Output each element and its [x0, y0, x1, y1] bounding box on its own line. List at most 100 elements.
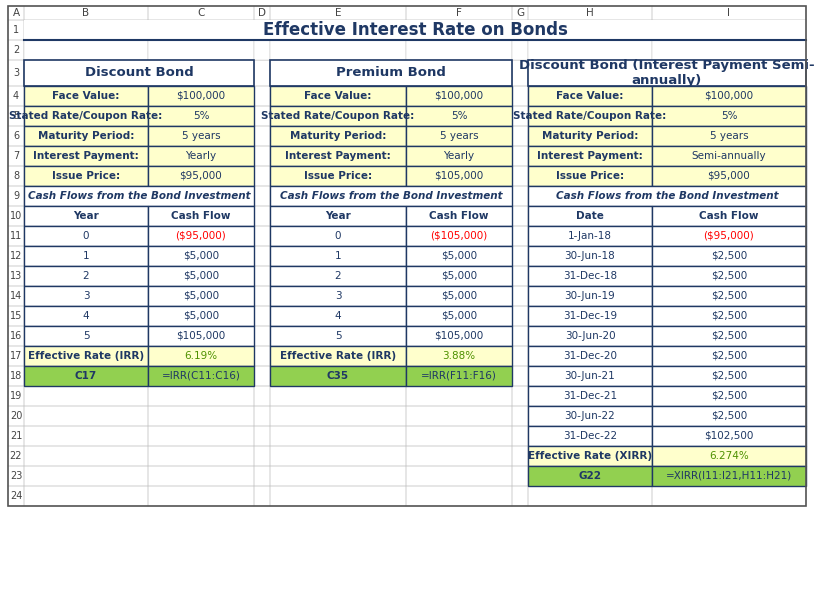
Text: 5 years: 5 years: [710, 131, 748, 141]
Bar: [652, 206, 806, 226]
Bar: [512, 386, 528, 406]
Bar: [512, 206, 528, 226]
Text: Date: Date: [576, 211, 604, 221]
Text: Effective Rate (XIRR): Effective Rate (XIRR): [528, 451, 652, 461]
Text: $95,000: $95,000: [707, 171, 751, 181]
Text: Stated Rate/Coupon Rate:: Stated Rate/Coupon Rate:: [513, 111, 667, 121]
Bar: [8, 6, 24, 20]
Text: Effective Interest Rate on Bonds: Effective Interest Rate on Bonds: [262, 21, 567, 39]
Bar: [148, 60, 254, 86]
Bar: [270, 86, 406, 106]
Bar: [254, 206, 270, 226]
Bar: [512, 346, 528, 366]
Bar: [24, 86, 148, 106]
Bar: [148, 466, 254, 486]
Bar: [24, 366, 148, 386]
Bar: [254, 266, 270, 286]
Bar: [512, 466, 528, 486]
Text: Issue Price:: Issue Price:: [304, 171, 372, 181]
Bar: [652, 306, 806, 326]
Bar: [24, 306, 148, 326]
Bar: [254, 166, 270, 186]
Text: Discount Bond (Interest Payment Semi-
annually): Discount Bond (Interest Payment Semi- an…: [519, 59, 815, 87]
Bar: [24, 186, 254, 206]
Text: Discount Bond: Discount Bond: [85, 66, 193, 80]
Bar: [528, 226, 652, 246]
Bar: [148, 286, 254, 306]
Text: D: D: [258, 8, 266, 18]
Bar: [528, 386, 652, 406]
Text: $5,000: $5,000: [441, 291, 477, 301]
Bar: [8, 86, 24, 106]
Bar: [148, 246, 254, 266]
Bar: [406, 206, 512, 226]
Bar: [254, 20, 270, 40]
Bar: [24, 40, 148, 60]
Bar: [254, 326, 270, 346]
Bar: [528, 206, 652, 226]
Bar: [8, 60, 24, 86]
Bar: [512, 446, 528, 466]
Bar: [24, 306, 148, 326]
Bar: [270, 366, 406, 386]
Bar: [8, 146, 24, 166]
Text: 31-Dec-20: 31-Dec-20: [563, 351, 617, 361]
Text: $2,500: $2,500: [711, 351, 747, 361]
Bar: [652, 406, 806, 426]
Text: 11: 11: [10, 231, 22, 241]
Text: 13: 13: [10, 271, 22, 281]
Text: 4: 4: [335, 311, 341, 321]
Bar: [8, 6, 806, 20]
Bar: [8, 6, 24, 506]
Text: 30-Jun-22: 30-Jun-22: [565, 411, 615, 421]
Text: $105,000: $105,000: [434, 331, 483, 341]
Bar: [512, 166, 528, 186]
Bar: [652, 326, 806, 346]
Bar: [24, 20, 148, 40]
Bar: [270, 246, 406, 266]
Text: Yearly: Yearly: [186, 151, 217, 161]
Text: $5,000: $5,000: [183, 251, 219, 261]
Bar: [652, 466, 806, 486]
Bar: [8, 206, 24, 226]
Bar: [528, 146, 652, 166]
Bar: [512, 106, 528, 126]
Bar: [24, 346, 148, 366]
Bar: [652, 346, 806, 366]
Text: $100,000: $100,000: [434, 91, 483, 101]
Bar: [24, 326, 148, 346]
Bar: [406, 246, 512, 266]
Text: Effective Rate (IRR): Effective Rate (IRR): [28, 351, 144, 361]
Bar: [652, 40, 806, 60]
Bar: [512, 186, 528, 206]
Bar: [270, 186, 406, 206]
Text: 3.88%: 3.88%: [443, 351, 476, 361]
Text: Premium Bond: Premium Bond: [336, 66, 446, 80]
Text: Interest Payment:: Interest Payment:: [33, 151, 139, 161]
Text: 8: 8: [13, 171, 19, 181]
Bar: [406, 6, 512, 20]
Bar: [8, 126, 24, 146]
Bar: [148, 326, 254, 346]
Text: Maturity Period:: Maturity Period:: [542, 131, 638, 141]
Text: Maturity Period:: Maturity Period:: [290, 131, 386, 141]
Bar: [148, 366, 254, 386]
Bar: [528, 466, 652, 486]
Text: H: H: [586, 8, 594, 18]
Bar: [148, 366, 254, 386]
Bar: [24, 326, 148, 346]
Text: $2,500: $2,500: [711, 391, 747, 401]
Bar: [652, 226, 806, 246]
Text: Interest Payment:: Interest Payment:: [537, 151, 643, 161]
Text: 3: 3: [13, 68, 19, 78]
Bar: [254, 106, 270, 126]
Bar: [8, 6, 806, 506]
Bar: [652, 106, 806, 126]
Bar: [254, 426, 270, 446]
Text: $105,000: $105,000: [176, 331, 226, 341]
Text: 5: 5: [13, 111, 19, 121]
Bar: [406, 106, 512, 126]
Bar: [406, 166, 512, 186]
Bar: [8, 106, 24, 126]
Bar: [270, 60, 406, 86]
